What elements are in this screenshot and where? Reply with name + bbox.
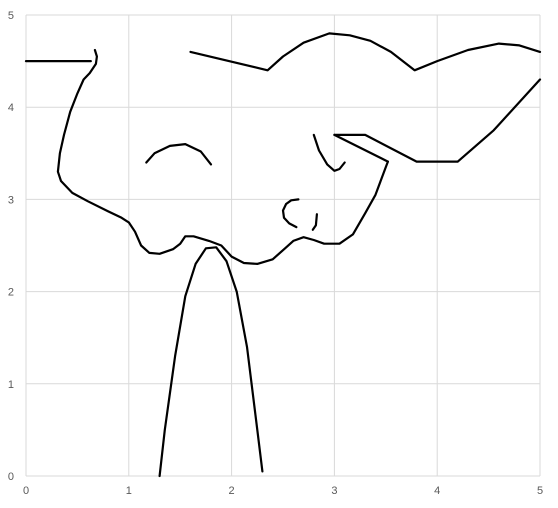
y-tick-label: 5	[8, 10, 14, 22]
x-tick-label: 4	[434, 485, 440, 497]
x-tick-label: 2	[229, 485, 235, 497]
series-line-7	[312, 133, 346, 172]
x-tick-label: 1	[126, 485, 132, 497]
y-tick-label: 1	[8, 379, 14, 391]
y-tick-label: 0	[8, 471, 14, 483]
y-tick-label: 4	[8, 102, 14, 114]
x-tick-label: 3	[331, 485, 337, 497]
y-tick-label: 3	[8, 194, 14, 206]
series-line-5	[189, 32, 542, 72]
series-lines	[24, 32, 542, 478]
series-line-9	[311, 213, 318, 231]
series-line-4	[333, 78, 542, 163]
x-tick-label: 5	[537, 485, 543, 497]
x-tick-label: 0	[23, 485, 29, 497]
series-line-2	[56, 48, 389, 265]
tick-labels: 0 1 2 3 4 5 0 1 2 3 4 5	[8, 10, 543, 497]
series-line-10	[158, 246, 264, 478]
series-line-6	[145, 143, 213, 166]
y-tick-label: 2	[8, 287, 14, 299]
series-line-3	[333, 133, 389, 163]
series-line-8	[281, 198, 300, 229]
gridlines	[25, 14, 541, 477]
